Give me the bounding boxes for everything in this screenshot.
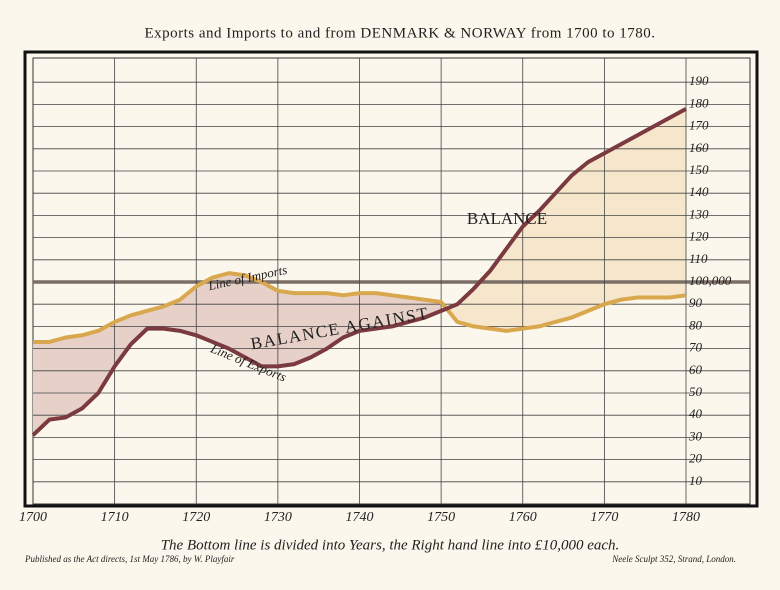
y-tick-label: 40 (689, 406, 703, 421)
frame (23, 50, 759, 508)
y-tick-label: 10 (689, 473, 703, 488)
chart-title: Exports and Imports to and from DENMARK … (144, 25, 655, 41)
y-tick-label: 130 (689, 206, 709, 221)
series-line (33, 271, 687, 344)
annotation: BALANCE (467, 209, 547, 228)
y-tick-label: 110 (689, 251, 708, 266)
balance-area (441, 108, 686, 331)
x-tick-label: 1720 (182, 510, 210, 525)
y-tick-label: 90 (689, 295, 703, 310)
x-tick-label: 1780 (672, 510, 700, 525)
y-tick-label: 20 (689, 451, 703, 466)
imprint: Published as the Act directs, 1st May 17… (24, 554, 235, 564)
y-tick-label: 70 (689, 340, 703, 355)
series-line (31, 107, 687, 437)
x-tick-label: 1700 (19, 510, 47, 525)
y-tick-label: 190 (689, 73, 709, 88)
y-tick-label: 150 (689, 162, 709, 177)
x-tick-label: 1770 (590, 510, 618, 525)
y-tick-label: 30 (688, 428, 703, 443)
x-tick-label: 1740 (346, 510, 374, 525)
x-tick-label: 1760 (509, 510, 537, 525)
y-tick-label: 140 (689, 184, 709, 199)
x-tick-label: 1710 (101, 510, 129, 525)
y-tick-label: 80 (689, 317, 703, 332)
y-tick-label: 50 (689, 384, 703, 399)
y-tick-label: 160 (689, 140, 709, 155)
y-tick-label: 60 (689, 362, 703, 377)
y-tick-label: 120 (689, 229, 709, 244)
x-tick-label: 1730 (264, 510, 292, 525)
caption: The Bottom line is divided into Years, t… (161, 537, 620, 553)
engraver: Neele Sculpt 352, Strand, London. (611, 554, 736, 564)
y-tick-label: 170 (689, 118, 709, 133)
y-tick-label: 100,000 (689, 273, 732, 288)
y-tick-label: 180 (689, 95, 709, 110)
x-tick-label: 1750 (427, 510, 455, 525)
